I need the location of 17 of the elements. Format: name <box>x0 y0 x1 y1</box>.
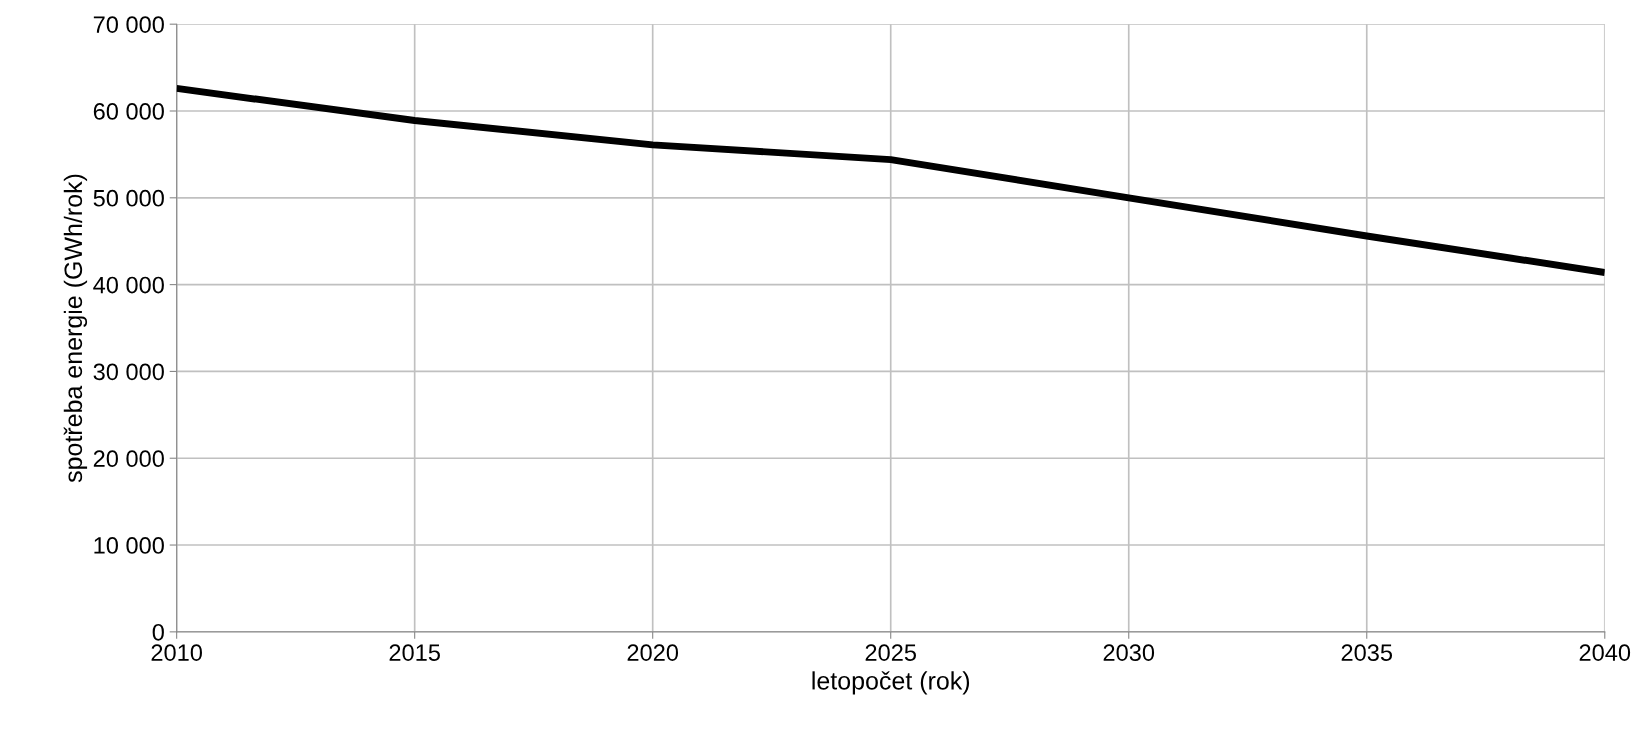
y-tick-label: 20 000 <box>93 450 164 468</box>
x-tick-label: 2040 <box>1579 644 1631 661</box>
x-tick-label: 2025 <box>865 644 916 661</box>
y-tick-label: 0 <box>152 623 164 641</box>
y-axis-title: spotřeba energie (GWh/rok) <box>63 174 88 483</box>
y-tick-label: 60 000 <box>93 103 164 120</box>
x-axis-title: letopočet (rok) <box>812 671 970 695</box>
y-tick-label: 10 000 <box>94 537 164 554</box>
y-tick-label: 30 000 <box>93 363 164 381</box>
x-tick-label: 2015 <box>389 644 440 661</box>
x-tick-label: 2020 <box>627 644 679 661</box>
y-tick-label: 50 000 <box>93 189 164 207</box>
y-tick-label: 70 000 <box>93 16 164 33</box>
y-tick-label: 40 000 <box>93 276 164 294</box>
x-tick-label: 2010 <box>151 644 202 661</box>
x-tick-label: 2035 <box>1341 644 1393 661</box>
x-tick-label: 2030 <box>1103 644 1155 661</box>
